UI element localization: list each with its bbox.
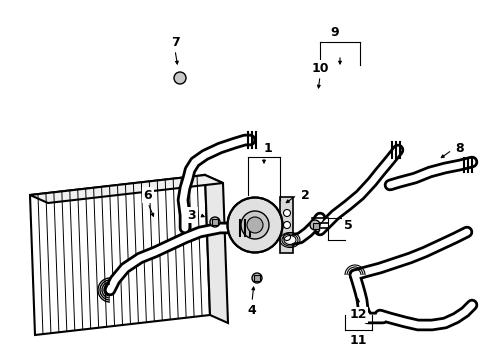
Bar bbox=[212, 219, 218, 225]
Text: 6: 6 bbox=[143, 189, 152, 202]
Text: 4: 4 bbox=[247, 303, 256, 316]
Text: 7: 7 bbox=[170, 36, 179, 49]
Circle shape bbox=[246, 217, 263, 233]
Circle shape bbox=[309, 220, 319, 230]
Circle shape bbox=[251, 273, 262, 283]
Bar bbox=[253, 275, 260, 281]
Polygon shape bbox=[30, 175, 209, 335]
Circle shape bbox=[227, 198, 282, 252]
Text: 1: 1 bbox=[263, 141, 272, 154]
Polygon shape bbox=[204, 175, 227, 323]
Text: 10: 10 bbox=[311, 62, 328, 75]
Text: 11: 11 bbox=[348, 333, 366, 346]
Circle shape bbox=[283, 210, 290, 216]
Circle shape bbox=[174, 72, 185, 84]
Polygon shape bbox=[30, 175, 223, 203]
Circle shape bbox=[283, 221, 290, 229]
Circle shape bbox=[283, 234, 290, 240]
Bar bbox=[312, 223, 318, 229]
Circle shape bbox=[241, 211, 268, 239]
Text: 5: 5 bbox=[343, 219, 352, 231]
Text: 3: 3 bbox=[187, 208, 196, 221]
Circle shape bbox=[209, 217, 220, 227]
Text: 8: 8 bbox=[455, 141, 464, 154]
Text: 9: 9 bbox=[330, 26, 339, 39]
Polygon shape bbox=[280, 197, 292, 253]
Text: 12: 12 bbox=[348, 309, 366, 321]
Text: 2: 2 bbox=[300, 189, 309, 202]
